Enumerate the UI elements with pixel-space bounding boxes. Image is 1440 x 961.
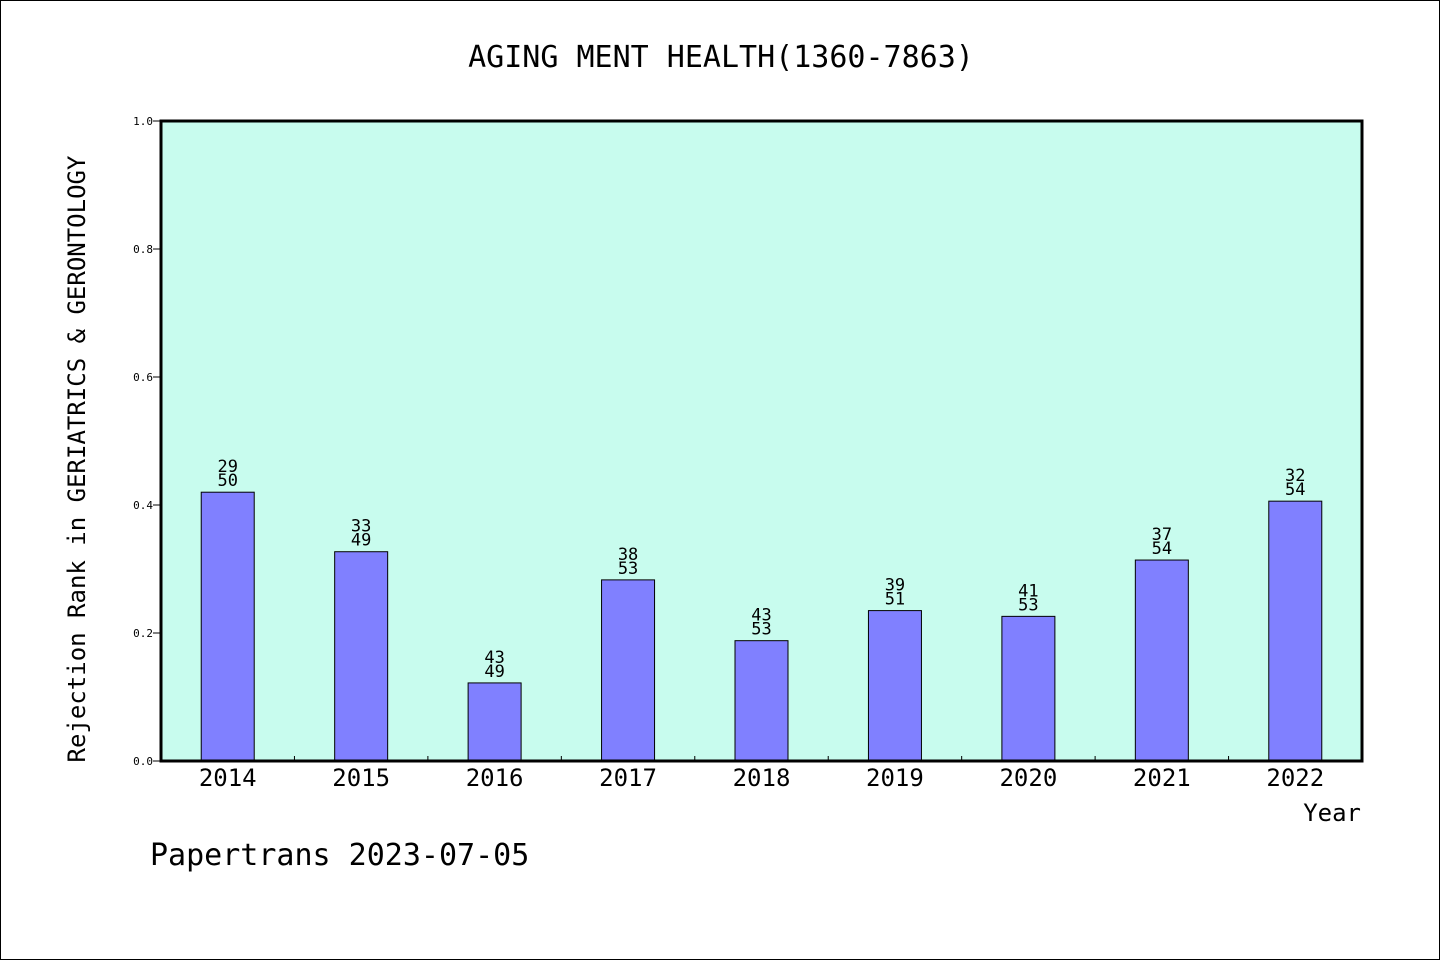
y-axis-label: Rejection Rank in GERIATRICS & GERONTOLO… — [63, 155, 91, 762]
x-tick-label: 2016 — [466, 764, 524, 792]
y-axis-ticks: 0.0 0.2 0.4 0.6 0.8 1.0 — [133, 115, 161, 768]
bar-rank-label: 43 — [751, 606, 771, 626]
footer-text: Papertrans 2023-07-05 — [150, 838, 529, 873]
bar-rank-label: 43 — [484, 648, 504, 668]
bar — [1134, 559, 1189, 762]
bar — [334, 551, 389, 762]
x-tick-label: 2022 — [1266, 764, 1324, 792]
chart-title: AGING MENT HEALTH(1360-7863) — [468, 40, 974, 75]
bar — [601, 579, 656, 762]
bar-rank-label: 41 — [1018, 581, 1038, 601]
bar — [867, 610, 922, 762]
bar-rank-label: 32 — [1285, 466, 1305, 486]
bar-total-label: 53 — [751, 620, 771, 640]
x-tick-label: 2021 — [1133, 764, 1191, 792]
bar-rank-label: 33 — [351, 517, 371, 537]
bar-rank-label: 29 — [217, 457, 237, 477]
bar-total-label: 49 — [351, 531, 371, 551]
x-tick-label: 2020 — [999, 764, 1057, 792]
x-tick-label: 2017 — [599, 764, 657, 792]
x-tick-label: 2018 — [733, 764, 791, 792]
y-tick-label: 0.2 — [133, 627, 153, 640]
bar — [734, 640, 789, 762]
bar-total-label: 49 — [484, 662, 504, 682]
bar-total-label: 54 — [1152, 539, 1172, 559]
y-tick-label: 0.4 — [133, 499, 153, 512]
bars-group — [200, 491, 1323, 762]
y-tick-label: 0.0 — [133, 755, 153, 768]
plot-border — [159, 119, 1364, 763]
y-tick-label: 0.8 — [133, 243, 153, 256]
y-tick-label: 1.0 — [133, 115, 153, 128]
bar — [200, 491, 255, 762]
bar-total-label: 51 — [885, 590, 905, 610]
x-tick-label: 2014 — [199, 764, 257, 792]
y-tick-label: 0.6 — [133, 371, 153, 384]
bar-total-label: 53 — [1018, 595, 1038, 615]
bar-rank-label: 39 — [885, 576, 905, 596]
x-tick-label: 2015 — [332, 764, 390, 792]
x-axis-ticks: 2014 2015 2016 2017 2018 2019 2020 2021 2022 — [199, 756, 1324, 792]
bar-rank-label: 37 — [1152, 525, 1172, 545]
x-tick-label: 2019 — [866, 764, 924, 792]
bar-total-label: 53 — [618, 559, 638, 579]
bar — [1268, 500, 1323, 762]
bar — [467, 682, 522, 762]
bar-rank-label: 38 — [618, 545, 638, 565]
x-axis-label: Year — [1303, 799, 1361, 827]
bar-total-label: 50 — [217, 471, 237, 491]
bar — [1001, 615, 1056, 762]
bar-total-label: 54 — [1285, 480, 1305, 500]
